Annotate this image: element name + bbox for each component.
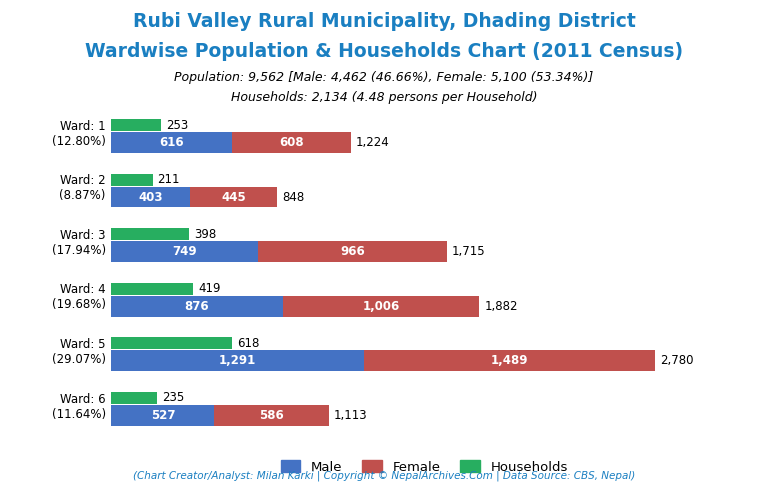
Bar bbox=[111, 174, 153, 186]
Text: 1,224: 1,224 bbox=[356, 136, 389, 149]
Bar bbox=[111, 405, 214, 425]
Bar bbox=[111, 283, 194, 295]
Text: 1,715: 1,715 bbox=[452, 245, 485, 258]
Text: 586: 586 bbox=[260, 409, 284, 422]
Bar bbox=[232, 132, 351, 153]
Text: 235: 235 bbox=[162, 391, 184, 404]
Bar bbox=[283, 296, 479, 317]
Text: 608: 608 bbox=[279, 136, 303, 149]
Text: 398: 398 bbox=[194, 228, 217, 241]
Bar bbox=[258, 241, 447, 262]
Text: 876: 876 bbox=[185, 300, 210, 313]
Bar bbox=[214, 405, 329, 425]
Text: 403: 403 bbox=[138, 191, 163, 204]
Bar bbox=[111, 241, 258, 262]
Bar bbox=[111, 228, 189, 240]
Text: Rubi Valley Rural Municipality, Dhading District: Rubi Valley Rural Municipality, Dhading … bbox=[133, 12, 635, 32]
Text: 445: 445 bbox=[221, 191, 246, 204]
Text: 211: 211 bbox=[157, 173, 180, 186]
Text: 419: 419 bbox=[198, 282, 220, 295]
Text: 966: 966 bbox=[340, 245, 365, 258]
Text: Population: 9,562 [Male: 4,462 (46.66%), Female: 5,100 (53.34%)]: Population: 9,562 [Male: 4,462 (46.66%),… bbox=[174, 71, 594, 84]
Text: 1,113: 1,113 bbox=[334, 409, 368, 422]
Bar bbox=[111, 337, 232, 350]
Text: 848: 848 bbox=[282, 191, 304, 204]
Text: 1,489: 1,489 bbox=[491, 354, 528, 367]
Text: (Chart Creator/Analyst: Milan Karki | Copyright © NepalArchives.Com | Data Sourc: (Chart Creator/Analyst: Milan Karki | Co… bbox=[133, 470, 635, 481]
Text: 253: 253 bbox=[166, 119, 188, 132]
Text: 2,780: 2,780 bbox=[660, 354, 694, 367]
Bar bbox=[111, 119, 161, 131]
Bar bbox=[364, 351, 655, 371]
Bar bbox=[190, 187, 277, 208]
Text: 1,006: 1,006 bbox=[362, 300, 399, 313]
Text: 618: 618 bbox=[237, 337, 260, 350]
Bar bbox=[111, 296, 283, 317]
Text: 749: 749 bbox=[172, 245, 197, 258]
Bar bbox=[111, 187, 190, 208]
Bar bbox=[111, 132, 232, 153]
Text: Households: 2,134 (4.48 persons per Household): Households: 2,134 (4.48 persons per Hous… bbox=[230, 91, 538, 104]
Legend: Male, Female, Households: Male, Female, Households bbox=[275, 455, 574, 479]
Text: Wardwise Population & Households Chart (2011 Census): Wardwise Population & Households Chart (… bbox=[85, 42, 683, 61]
Text: 1,882: 1,882 bbox=[485, 300, 518, 313]
Text: 616: 616 bbox=[159, 136, 184, 149]
Text: 1,291: 1,291 bbox=[219, 354, 257, 367]
Text: 527: 527 bbox=[151, 409, 175, 422]
Bar bbox=[111, 351, 364, 371]
Bar bbox=[111, 392, 157, 404]
